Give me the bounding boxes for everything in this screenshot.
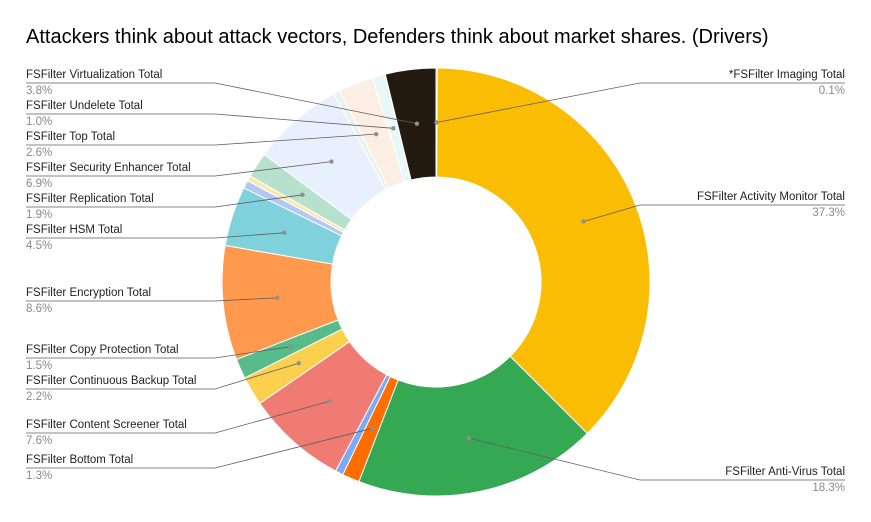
leader-line xyxy=(26,400,330,434)
leader-line xyxy=(26,297,278,302)
leader-line xyxy=(26,362,299,390)
slice-percent-label: 4.5% xyxy=(26,240,52,252)
leader-line xyxy=(26,161,332,177)
slice-percent-label: 2.6% xyxy=(26,147,52,159)
leader-line xyxy=(26,133,377,146)
slice-percent-label: 1.0% xyxy=(26,116,52,128)
leader-dot xyxy=(300,192,305,198)
leader-dot xyxy=(282,230,287,236)
slice-percent-label: 1.9% xyxy=(26,209,52,221)
slice-label: FSFilter Anti-Virus Total xyxy=(725,466,845,478)
labels-group: *FSFilter Imaging Total 0.1% FSFilter Acti… xyxy=(26,69,845,494)
slice-label: FSFilter Content Screener Total xyxy=(26,419,187,431)
leader-line xyxy=(26,82,418,125)
slice-label: *FSFilter Imaging Total xyxy=(729,69,845,81)
slice-label: FSFilter Encryption Total xyxy=(26,287,151,299)
leader-line xyxy=(26,346,291,359)
slice-percent-label: 6.9% xyxy=(26,178,52,190)
slice-label: FSFilter Copy Protection Total xyxy=(26,344,179,356)
slices-group xyxy=(221,67,651,497)
leader-line xyxy=(468,437,845,481)
slice-percent-label: 2.2% xyxy=(26,391,52,403)
slice-percent-label: 37.3% xyxy=(812,207,845,219)
slice-label: FSFilter Undelete Total xyxy=(26,100,143,112)
chart-title: Attackers think about attack vectors, De… xyxy=(26,26,769,48)
leader-line xyxy=(26,113,394,129)
leader-dot xyxy=(370,426,375,431)
leader-line xyxy=(436,82,845,123)
slice-label: FSFilter Replication Total xyxy=(26,193,154,205)
leader-dot xyxy=(434,120,439,125)
leader-dot xyxy=(414,121,420,126)
leader-dot xyxy=(275,295,280,301)
leader-dot xyxy=(296,360,301,366)
slice-fsfilter-anti-virus-total[interactable] xyxy=(358,355,588,497)
leader-line xyxy=(26,232,285,239)
slice-percent-label: 8.6% xyxy=(26,303,52,315)
slice-label: FSFilter Continuous Backup Total xyxy=(26,375,196,387)
leader-dot xyxy=(288,344,293,349)
slice-label: FSFilter Activity Monitor Total xyxy=(697,191,845,203)
leader-line xyxy=(583,204,845,222)
slice-percent-label: 1.3% xyxy=(26,470,52,482)
leader-dot xyxy=(391,126,396,131)
slice-percent-label: 3.8% xyxy=(26,85,52,97)
slice-percent-label: 1.5% xyxy=(26,360,52,372)
leader-dot xyxy=(581,219,586,224)
leader-line xyxy=(26,427,373,469)
slice-percent-label: 0.1% xyxy=(819,85,845,97)
slice-fsfilter-activity-monitor-total[interactable] xyxy=(436,67,651,435)
leader-dot xyxy=(329,159,334,164)
leader-dot xyxy=(327,398,333,404)
slice-label: FSFilter Bottom Total xyxy=(26,454,133,466)
slice-label: FSFilter Security Enhancer Total xyxy=(26,162,191,174)
slice-percent-label: 7.6% xyxy=(26,435,52,447)
slice-label: FSFilter Virtualization Total xyxy=(26,69,162,81)
slice-label: FSFilter HSM Total xyxy=(26,224,122,236)
slice-label: FSFilter Top Total xyxy=(26,131,115,143)
slice-percent-label: 18.3% xyxy=(812,482,845,494)
leader-line xyxy=(26,194,303,208)
leader-dot xyxy=(466,435,472,441)
leader-dot xyxy=(373,131,379,137)
